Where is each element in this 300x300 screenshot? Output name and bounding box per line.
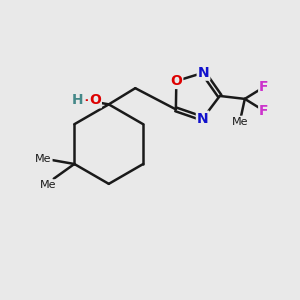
- Text: F: F: [259, 80, 269, 94]
- Text: O: O: [89, 93, 101, 107]
- Text: N: N: [197, 112, 208, 126]
- Text: F: F: [259, 104, 269, 118]
- Text: H: H: [71, 93, 83, 107]
- Text: Me: Me: [232, 117, 249, 127]
- Text: O: O: [170, 74, 182, 88]
- Text: Me: Me: [40, 180, 57, 190]
- Text: -: -: [84, 93, 90, 107]
- Text: N: N: [198, 66, 209, 80]
- Text: Me: Me: [35, 154, 52, 164]
